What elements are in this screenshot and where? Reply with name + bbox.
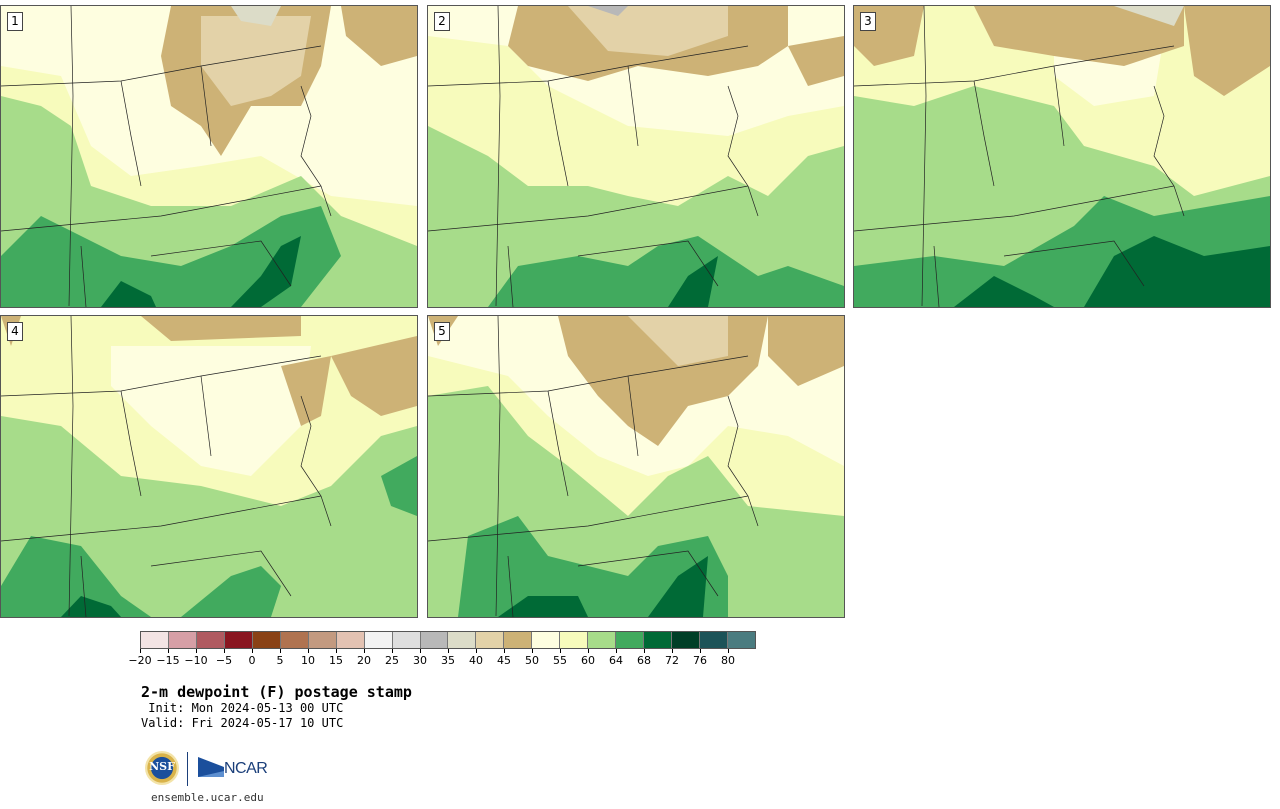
- colorbar-tick-label: 25: [385, 654, 399, 667]
- colorbar-tick-mark: [420, 649, 421, 653]
- colorbar-tick-mark: [140, 649, 141, 653]
- colorbar-swatch: [532, 632, 561, 648]
- colorbar-swatch: [196, 632, 225, 648]
- valid-time: Valid: Fri 2024-05-17 10 UTC: [141, 716, 344, 730]
- colorbar-swatch: [392, 632, 421, 648]
- colorbar-tick-label: 80: [721, 654, 735, 667]
- colorbar: [140, 631, 756, 649]
- colorbar-swatch: [252, 632, 281, 648]
- colorbar-tick-mark: [448, 649, 449, 653]
- colorbar-swatch: [308, 632, 337, 648]
- colorbar-tick-label: 68: [637, 654, 651, 667]
- colorbar-tick-label: 10: [301, 654, 315, 667]
- colorbar-tick-label: −5: [215, 654, 233, 667]
- colorbar-ticks: −20 −15 −10 −5 0 5 10 15 20 25 30 35 40 45 50 55 60 64 68 7…: [128, 649, 756, 670]
- colorbar-tick-label: 30: [413, 654, 427, 667]
- colorbar-tick-label: 5: [276, 654, 284, 667]
- logo-divider: [187, 752, 188, 786]
- colorbar-tick-mark: [364, 649, 365, 653]
- colorbar-tick-mark: [504, 649, 505, 653]
- site-url: ensemble.ucar.edu: [151, 791, 264, 804]
- colorbar-tick-mark: [308, 649, 309, 653]
- dewpoint-map-1: [1, 6, 417, 307]
- stamp-panel-5: 5: [427, 315, 845, 618]
- colorbar-tick-mark: [476, 649, 477, 653]
- colorbar-tick-label: 64: [609, 654, 623, 667]
- colorbar-tick-label: −20: [128, 654, 152, 667]
- dewpoint-map-5: [428, 316, 844, 617]
- colorbar-tick-mark: [196, 649, 197, 653]
- colorbar-tick-mark: [644, 649, 645, 653]
- stamp-label-3: 3: [860, 12, 876, 31]
- colorbar-tick-mark: [672, 649, 673, 653]
- init-time: Init: Mon 2024-05-13 00 UTC: [141, 701, 344, 715]
- colorbar-tick-label: 40: [469, 654, 483, 667]
- colorbar-tick-mark: [224, 649, 225, 653]
- colorbar-swatch: [672, 632, 701, 648]
- colorbar-swatch: [364, 632, 393, 648]
- colorbar-tick-mark: [280, 649, 281, 653]
- colorbar-swatch: [476, 632, 505, 648]
- colorbar-swatch: [504, 632, 533, 648]
- colorbar-tick-label: 55: [553, 654, 567, 667]
- stamp-panel-2: 2: [427, 5, 845, 308]
- colorbar-tick-label: 0: [248, 654, 256, 667]
- colorbar-swatch: [644, 632, 673, 648]
- stamp-panel-3: 3: [853, 5, 1271, 308]
- stamp-panel-4: 4: [0, 315, 418, 618]
- ncar-icon: [198, 757, 224, 777]
- colorbar-swatch: [560, 632, 589, 648]
- colorbar-swatch: [420, 632, 449, 648]
- colorbar-swatch: [280, 632, 309, 648]
- colorbar-tick-label: 15: [329, 654, 343, 667]
- stamp-label-2: 2: [434, 12, 450, 31]
- stamp-panel-1: 1: [0, 5, 418, 308]
- colorbar-swatch: [224, 632, 253, 648]
- dewpoint-map-2: [428, 6, 844, 307]
- colorbar-tick-label: −15: [156, 654, 180, 667]
- dewpoint-map-4: [1, 316, 417, 617]
- colorbar-tick-label: 50: [525, 654, 539, 667]
- colorbar-swatch: [448, 632, 477, 648]
- colorbar-swatch: [728, 632, 755, 648]
- colorbar-swatch: [141, 632, 169, 648]
- colorbar-tick-label: −10: [184, 654, 208, 667]
- colorbar-swatch: [588, 632, 617, 648]
- colorbar-tick-mark: [336, 649, 337, 653]
- colorbar-swatch: [168, 632, 197, 648]
- colorbar-tick-label: 60: [581, 654, 595, 667]
- colorbar-tick-mark: [700, 649, 701, 653]
- colorbar-tick-mark: [616, 649, 617, 653]
- ncar-logo-text: NCAR: [224, 760, 268, 777]
- colorbar-tick-mark: [532, 649, 533, 653]
- colorbar-tick-mark: [392, 649, 393, 653]
- colorbar-tick-mark: [728, 649, 729, 653]
- colorbar-tick-label: 20: [357, 654, 371, 667]
- colorbar-tick-mark: [252, 649, 253, 653]
- colorbar-swatch: [700, 632, 729, 648]
- colorbar-tick-mark: [588, 649, 589, 653]
- colorbar-tick-mark: [560, 649, 561, 653]
- colorbar-swatch: [336, 632, 365, 648]
- stamp-label-4: 4: [7, 322, 23, 341]
- colorbar-tick-label: 76: [693, 654, 707, 667]
- nsf-logo: NSF: [145, 751, 179, 785]
- colorbar-tick-label: 72: [665, 654, 679, 667]
- stamp-label-5: 5: [434, 322, 450, 341]
- colorbar-tick-mark: [168, 649, 169, 653]
- colorbar-swatch: [616, 632, 645, 648]
- colorbar-tick-label: 45: [497, 654, 511, 667]
- colorbar-tick-label: 35: [441, 654, 455, 667]
- stamp-label-1: 1: [7, 12, 23, 31]
- dewpoint-map-3: [854, 6, 1270, 307]
- plot-title: 2-m dewpoint (F) postage stamp: [141, 683, 412, 701]
